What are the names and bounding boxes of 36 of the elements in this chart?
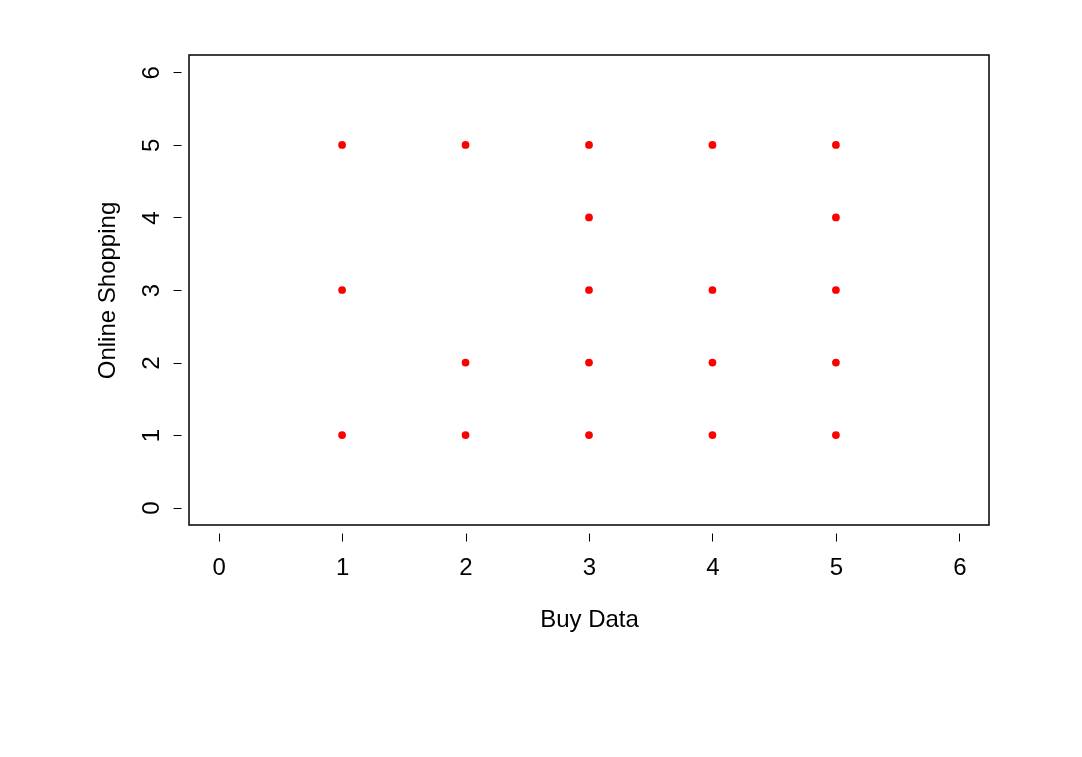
point (832, 141, 840, 149)
point (338, 431, 346, 439)
point (708, 431, 717, 439)
y-axis-title: Online Shopping (92, 201, 120, 380)
point (338, 141, 346, 149)
point (461, 141, 470, 149)
y-tick-label: 2 (136, 356, 164, 370)
point (338, 286, 346, 294)
point (832, 213, 840, 222)
x-tick-label: 6 (953, 552, 967, 580)
x-tick-label: 1 (335, 552, 350, 580)
y-tick-label: 1 (136, 428, 164, 443)
x-axis-title: Buy Data (540, 604, 640, 632)
point (585, 141, 593, 149)
x-tick-label: 3 (582, 552, 597, 580)
x-tick-label: 0 (212, 552, 226, 580)
point (461, 431, 470, 439)
point (832, 431, 840, 439)
y-tick-label: 6 (136, 66, 164, 80)
point (585, 213, 593, 222)
y-tick-label: 4 (136, 211, 164, 225)
point (708, 286, 717, 294)
y-tick-label: 5 (136, 138, 164, 153)
point (461, 358, 470, 367)
x-tick-label: 2 (459, 552, 473, 580)
point (832, 358, 840, 367)
point (585, 431, 593, 439)
point (585, 358, 593, 367)
y-tick-label: 3 (136, 283, 164, 298)
point (585, 286, 593, 294)
x-tick-label: 4 (706, 552, 720, 580)
point (832, 286, 840, 294)
point (708, 141, 717, 149)
x-tick-label: 5 (829, 552, 844, 580)
point (708, 358, 717, 367)
y-tick-label: 0 (136, 501, 164, 515)
